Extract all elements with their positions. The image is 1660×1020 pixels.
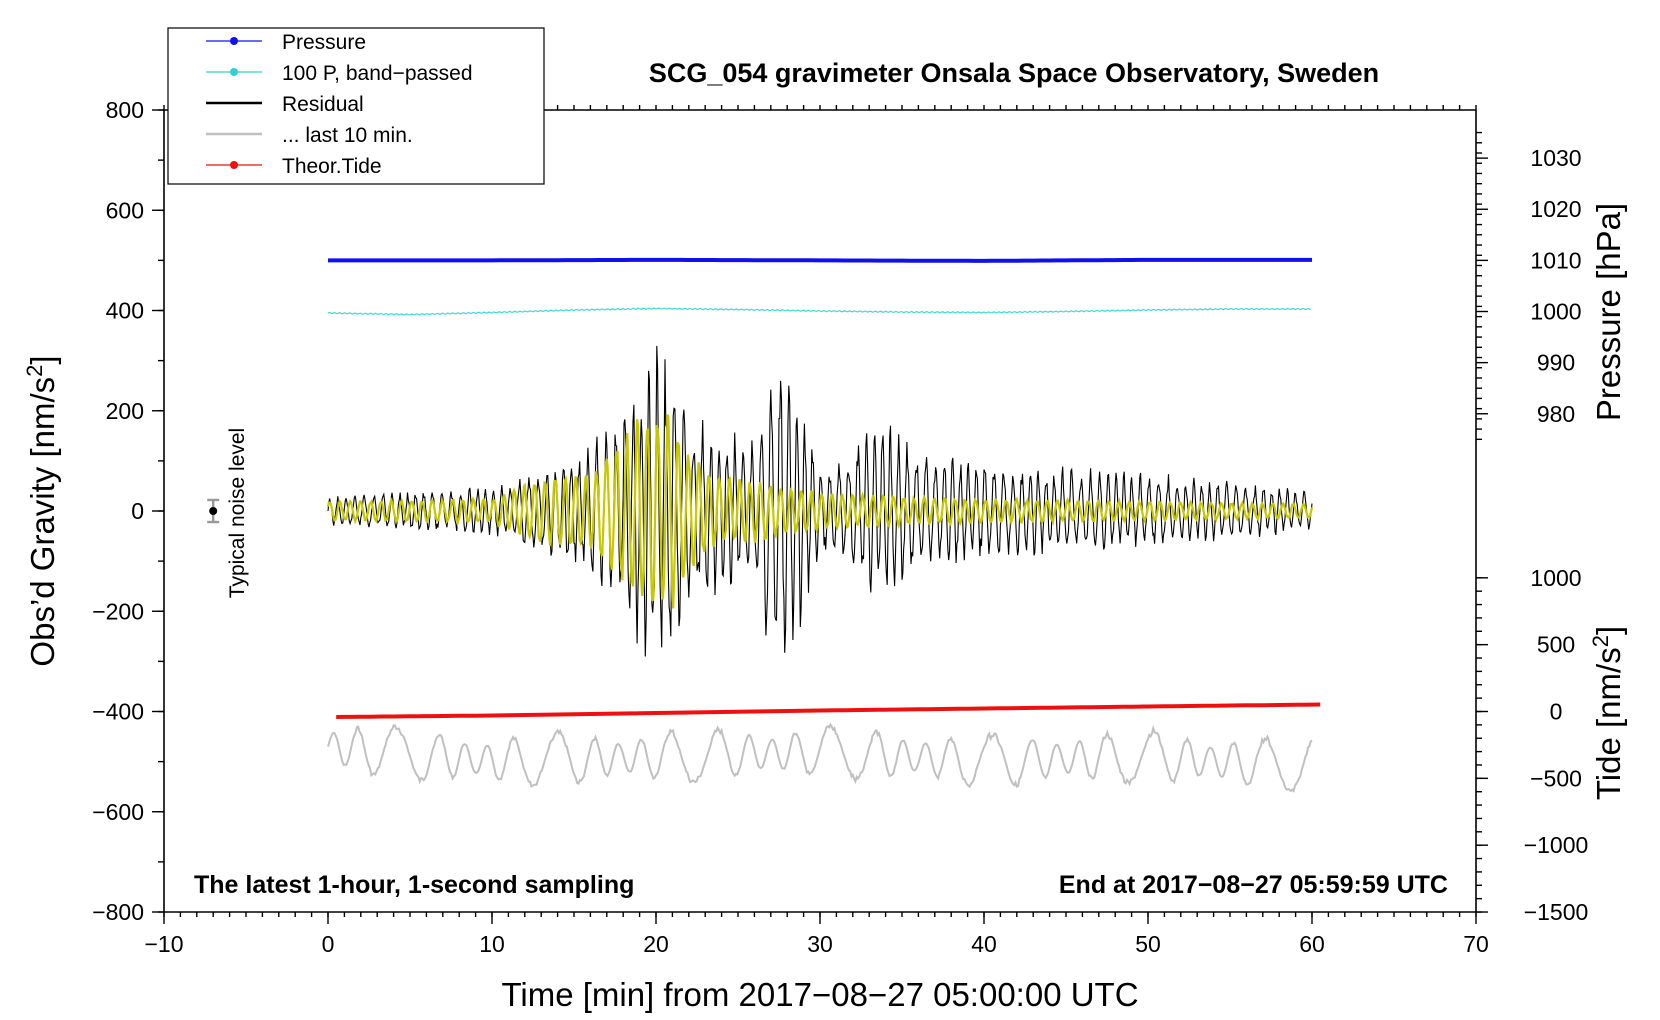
x-tick-label: 40 xyxy=(971,931,997,957)
noise-level-label: Typical noise level xyxy=(226,428,249,598)
y-tick-label: −800 xyxy=(92,899,144,925)
x-tick-label: −10 xyxy=(144,931,183,957)
legend-marker xyxy=(230,161,238,169)
tide-tick-label: 500 xyxy=(1537,632,1575,658)
x-axis-label: Time [min] from 2017−08−27 05:00:00 UTC xyxy=(501,976,1138,1013)
y-tick-label: −400 xyxy=(92,699,144,725)
tide-tick-label: −1500 xyxy=(1524,899,1589,925)
y-tick-label: −200 xyxy=(92,598,144,624)
tide-tick-label: 1000 xyxy=(1530,565,1581,591)
series-last-10-min xyxy=(327,722,1313,793)
chart-title: SCG_054 gravimeter Onsala Space Observat… xyxy=(649,58,1379,88)
pressure-tick-label: 980 xyxy=(1537,401,1575,427)
series-pressure xyxy=(328,257,1312,263)
series-bandpassed-pressure xyxy=(327,307,1311,316)
x-tick-label: 50 xyxy=(1135,931,1161,957)
legend-box xyxy=(167,27,545,185)
series-theor-tide xyxy=(336,702,1321,719)
x-tick-label: 30 xyxy=(807,931,833,957)
x-tick-label: 60 xyxy=(1299,931,1325,957)
legend: Pressure 100 P, band−passed Residual ... la… xyxy=(167,27,545,185)
x-tick-label: 20 xyxy=(643,931,669,957)
tide-tick-label: −1000 xyxy=(1524,832,1589,858)
y-tick-label: 200 xyxy=(106,398,144,424)
x-tick-label: 70 xyxy=(1463,931,1489,957)
y-tick-label: 0 xyxy=(131,498,144,524)
x-tick-label: 0 xyxy=(322,931,335,957)
sampling-note: The latest 1-hour, 1-second sampling xyxy=(194,871,634,899)
pressure-tick-label: 1000 xyxy=(1530,299,1581,325)
legend-label: 100 P, band−passed xyxy=(282,62,473,85)
tide-axis-label-superscript: 2 xyxy=(1588,635,1613,647)
legend-label: Pressure xyxy=(282,31,366,54)
y-tick-label: 600 xyxy=(106,197,144,223)
ticks-layer: −10 0 10 20 30 40 50 60 708006004002000−200−400−… xyxy=(92,97,1588,957)
y-axis-label: Obs’d Gravity [nm/s2] xyxy=(22,355,61,666)
legend-marker xyxy=(230,68,238,76)
y-tick-label: 400 xyxy=(106,298,144,324)
end-time-note: End at 2017−08−27 05:59:59 UTC xyxy=(1059,871,1448,899)
pressure-tick-label: 990 xyxy=(1537,350,1575,376)
noise-point xyxy=(209,507,218,515)
legend-label: Theor.Tide xyxy=(282,155,382,178)
legend-marker xyxy=(230,37,238,45)
y-axis-label-superscript: 2 xyxy=(22,365,47,377)
pressure-tick-label: 1010 xyxy=(1530,247,1581,273)
series-residual-filtered xyxy=(326,414,1314,609)
tide-tick-label: −500 xyxy=(1530,765,1582,791)
pressure-tick-label: 1020 xyxy=(1530,196,1581,222)
series-layer xyxy=(326,257,1321,793)
tide-tick-label: 0 xyxy=(1550,699,1563,725)
x-tick-label: 10 xyxy=(479,931,505,957)
tide-axis-label: Tide [nm/s2] xyxy=(1588,626,1627,800)
pressure-tick-label: 1030 xyxy=(1530,145,1581,171)
legend-label: ... last 10 min. xyxy=(282,124,413,147)
y-tick-label: 800 xyxy=(106,97,144,123)
legend-label: Residual xyxy=(282,93,364,116)
pressure-axis-label: Pressure [hPa] xyxy=(1590,203,1627,421)
noise-level-marker xyxy=(207,498,220,524)
y-tick-label: −600 xyxy=(92,799,144,825)
